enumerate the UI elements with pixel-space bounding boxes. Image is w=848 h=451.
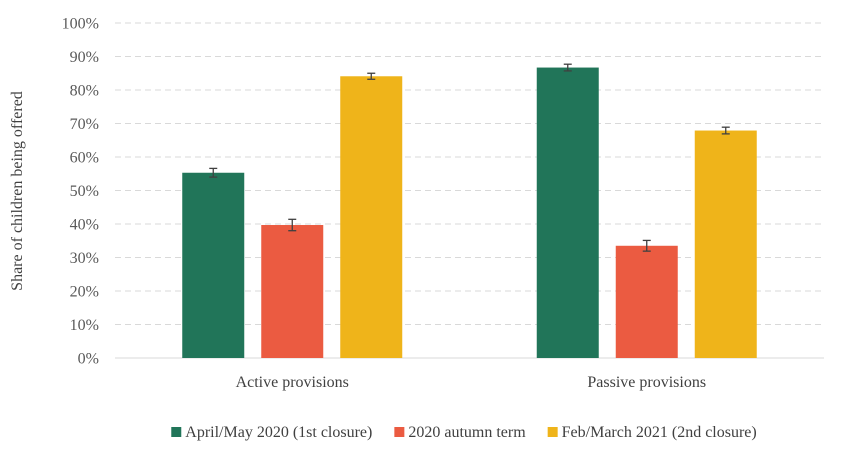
bar xyxy=(615,245,678,358)
y-tick-label: 10% xyxy=(70,317,99,334)
y-tick-label: 50% xyxy=(70,183,99,200)
y-tick-label: 20% xyxy=(70,284,99,301)
bar xyxy=(340,76,403,358)
y-tick-label: 70% xyxy=(70,116,99,133)
y-axis-ticks: 0% 10% 20% 30% 40% 50% 60% 70% 80% 90% 100% xyxy=(62,16,99,368)
legend-label: 2020 autumn term xyxy=(408,424,526,441)
bars-group xyxy=(182,67,757,359)
y-axis-label: Share of children being offered xyxy=(9,91,26,291)
legend-swatch xyxy=(547,427,558,437)
error-bars-group xyxy=(209,63,730,252)
legend-label: Feb/March 2021 (2nd closure) xyxy=(562,424,757,441)
bar xyxy=(694,130,757,358)
y-tick-label: 100% xyxy=(62,16,99,33)
category-label: Active provisions xyxy=(236,374,349,391)
category-label: Passive provisions xyxy=(587,374,706,391)
legend-label: April/May 2020 (1st closure) xyxy=(185,424,372,441)
legend-item: Feb/March 2021 (2nd closure) xyxy=(547,424,757,441)
y-tick-label: 30% xyxy=(70,250,99,267)
error-bar xyxy=(563,63,572,72)
error-bar xyxy=(209,167,218,178)
error-bar xyxy=(367,72,376,80)
y-tick-label: 80% xyxy=(70,83,99,100)
legend-item: April/May 2020 (1st closure) xyxy=(171,424,372,441)
error-bar xyxy=(288,218,297,232)
legend-swatch xyxy=(394,427,405,437)
legend-item: 2020 autumn term xyxy=(394,424,526,441)
error-bar xyxy=(642,239,651,252)
legend: April/May 2020 (1st closure) 2020 autumn … xyxy=(171,424,757,441)
y-tick-label: 0% xyxy=(78,351,99,368)
legend-swatch xyxy=(171,427,182,437)
y-tick-label: 90% xyxy=(70,49,99,66)
bar xyxy=(261,225,324,358)
bar xyxy=(536,67,599,359)
y-tick-label: 60% xyxy=(70,150,99,167)
bar xyxy=(182,172,245,358)
y-tick-label: 40% xyxy=(70,217,99,234)
error-bar xyxy=(721,126,730,135)
category-labels: Active provisions Passive provisions xyxy=(236,374,707,391)
